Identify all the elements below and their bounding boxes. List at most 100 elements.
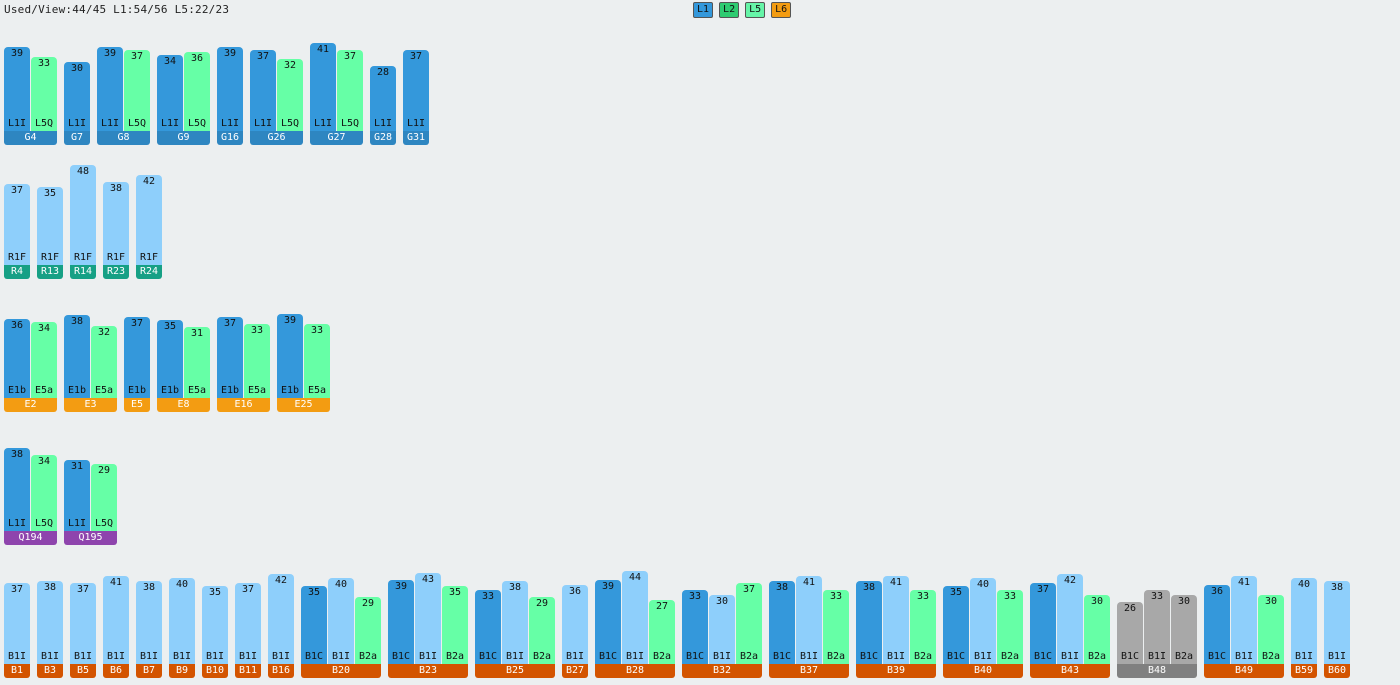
group-g16[interactable]: 39 L1I G16 — [217, 47, 244, 145]
bar-b16-b1i[interactable]: 42 B1I — [268, 574, 294, 664]
bar-e25-e1b[interactable]: 39 E1b — [277, 314, 303, 398]
bar-b25-b1i[interactable]: 38 B1I — [502, 581, 528, 664]
group-b32[interactable]: 33 B1C 30 B1I 37 B2a B32 — [682, 583, 763, 678]
bar-b48-b1c[interactable]: 26 B1C — [1117, 602, 1143, 664]
bar-b39-b1c[interactable]: 38 B1C — [856, 581, 882, 664]
bar-b20-b1i[interactable]: 40 B1I — [328, 578, 354, 664]
bar-b49-b1i[interactable]: 41 B1I — [1231, 576, 1257, 664]
bar-b32-b1c[interactable]: 33 B1C — [682, 590, 708, 664]
group-r24[interactable]: 42 R1F R24 — [136, 175, 163, 279]
bar-b49-b1c[interactable]: 36 B1C — [1204, 585, 1230, 664]
group-b43[interactable]: 37 B1C 42 B1I 30 B2a B43 — [1030, 574, 1111, 678]
group-b11[interactable]: 37 B1I B11 — [235, 583, 262, 678]
bar-g7-l1i[interactable]: 30 L1I — [64, 62, 90, 131]
bar-g8-l1i[interactable]: 39 L1I — [97, 47, 123, 131]
bar-b23-b1i[interactable]: 43 B1I — [415, 573, 441, 664]
bar-r4-r1f[interactable]: 37 R1F — [4, 184, 30, 265]
bar-b6-b1i[interactable]: 41 B1I — [103, 576, 129, 664]
bar-q194-l5q[interactable]: 34 L5Q — [31, 455, 57, 531]
bar-b37-b2a[interactable]: 33 B2a — [823, 590, 849, 664]
bar-r24-r1f[interactable]: 42 R1F — [136, 175, 162, 265]
group-g8[interactable]: 39 L1I 37 L5Q G8 — [97, 47, 151, 145]
bar-b43-b1c[interactable]: 37 B1C — [1030, 583, 1056, 664]
bar-b1-b1i[interactable]: 37 B1I — [4, 583, 30, 664]
group-g9[interactable]: 34 L1I 36 L5Q G9 — [157, 52, 211, 145]
bar-b40-b2a[interactable]: 33 B2a — [997, 590, 1023, 664]
bar-b49-b2a[interactable]: 30 B2a — [1258, 595, 1284, 664]
group-r23[interactable]: 38 R1F R23 — [103, 182, 130, 279]
bar-g31-l1i[interactable]: 37 L1I — [403, 50, 429, 131]
bar-r14-r1f[interactable]: 48 R1F — [70, 165, 96, 265]
bar-g16-l1i[interactable]: 39 L1I — [217, 47, 243, 131]
bar-e3-e5a[interactable]: 32 E5a — [91, 326, 117, 398]
group-b5[interactable]: 37 B1I B5 — [70, 583, 97, 678]
group-e2[interactable]: 36 E1b 34 E5a E2 — [4, 319, 58, 412]
bar-g27-l5q[interactable]: 37 L5Q — [337, 50, 363, 131]
bar-b23-b2a[interactable]: 35 B2a — [442, 586, 468, 664]
bar-g4-l5q[interactable]: 33 L5Q — [31, 57, 57, 131]
group-b16[interactable]: 42 B1I B16 — [268, 574, 295, 678]
bar-b25-b2a[interactable]: 29 B2a — [529, 597, 555, 664]
group-g26[interactable]: 37 L1I 32 L5Q G26 — [250, 50, 304, 145]
group-b39[interactable]: 38 B1C 41 B1I 33 B2a B39 — [856, 576, 937, 678]
group-g31[interactable]: 37 L1I G31 — [403, 50, 430, 145]
bar-e16-e1b[interactable]: 37 E1b — [217, 317, 243, 398]
bar-r23-r1f[interactable]: 38 R1F — [103, 182, 129, 265]
bar-e8-e1b[interactable]: 35 E1b — [157, 320, 183, 398]
group-b1[interactable]: 37 B1I B1 — [4, 583, 31, 678]
group-e3[interactable]: 38 E1b 32 E5a E3 — [64, 315, 118, 412]
bar-e2-e1b[interactable]: 36 E1b — [4, 319, 30, 398]
bar-g27-l1i[interactable]: 41 L1I — [310, 43, 336, 131]
bar-b11-b1i[interactable]: 37 B1I — [235, 583, 261, 664]
group-b10[interactable]: 35 B1I B10 — [202, 586, 229, 678]
bar-b40-b1c[interactable]: 35 B1C — [943, 586, 969, 664]
bar-b27-b1i[interactable]: 36 B1I — [562, 585, 588, 664]
group-b3[interactable]: 38 B1I B3 — [37, 581, 64, 678]
bar-b48-b1i[interactable]: 33 B1I — [1144, 590, 1170, 664]
bar-b25-b1c[interactable]: 33 B1C — [475, 590, 501, 664]
group-g27[interactable]: 41 L1I 37 L5Q G27 — [310, 43, 364, 145]
bar-b32-b2a[interactable]: 37 B2a — [736, 583, 762, 664]
bar-e2-e5a[interactable]: 34 E5a — [31, 322, 57, 398]
bar-b37-b1c[interactable]: 38 B1C — [769, 581, 795, 664]
bar-b9-b1i[interactable]: 40 B1I — [169, 578, 195, 664]
bar-b3-b1i[interactable]: 38 B1I — [37, 581, 63, 664]
bar-e16-e5a[interactable]: 33 E5a — [244, 324, 270, 398]
bar-b37-b1i[interactable]: 41 B1I — [796, 576, 822, 664]
bar-g26-l1i[interactable]: 37 L1I — [250, 50, 276, 131]
group-b49[interactable]: 36 B1C 41 B1I 30 B2a B49 — [1204, 576, 1285, 678]
bar-b5-b1i[interactable]: 37 B1I — [70, 583, 96, 664]
bar-b39-b2a[interactable]: 33 B2a — [910, 590, 936, 664]
bar-g4-l1i[interactable]: 39 L1I — [4, 47, 30, 131]
bar-g9-l1i[interactable]: 34 L1I — [157, 55, 183, 131]
group-r13[interactable]: 35 R1F R13 — [37, 187, 64, 279]
bar-g9-l5q[interactable]: 36 L5Q — [184, 52, 210, 131]
bar-b43-b2a[interactable]: 30 B2a — [1084, 595, 1110, 664]
bar-b43-b1i[interactable]: 42 B1I — [1057, 574, 1083, 664]
group-b7[interactable]: 38 B1I B7 — [136, 581, 163, 678]
bar-b7-b1i[interactable]: 38 B1I — [136, 581, 162, 664]
bar-q195-l5q[interactable]: 29 L5Q — [91, 464, 117, 531]
bar-b39-b1i[interactable]: 41 B1I — [883, 576, 909, 664]
group-b37[interactable]: 38 B1C 41 B1I 33 B2a B37 — [769, 576, 850, 678]
group-b9[interactable]: 40 B1I B9 — [169, 578, 196, 678]
bar-r13-r1f[interactable]: 35 R1F — [37, 187, 63, 265]
group-g28[interactable]: 28 L1I G28 — [370, 66, 397, 145]
bar-g26-l5q[interactable]: 32 L5Q — [277, 59, 303, 131]
bar-q194-l1i[interactable]: 38 L1I — [4, 448, 30, 531]
group-b60[interactable]: 38 B1I B60 — [1324, 581, 1351, 678]
group-b23[interactable]: 39 B1C 43 B1I 35 B2a B23 — [388, 573, 469, 678]
bar-b20-b1c[interactable]: 35 B1C — [301, 586, 327, 664]
group-b28[interactable]: 39 B1C 44 B1I 27 B2a B28 — [595, 571, 676, 678]
group-b40[interactable]: 35 B1C 40 B1I 33 B2a B40 — [943, 578, 1024, 678]
bar-e5-e1b[interactable]: 37 E1b — [124, 317, 150, 398]
group-b20[interactable]: 35 B1C 40 B1I 29 B2a B20 — [301, 578, 382, 678]
bar-b60-b1i[interactable]: 38 B1I — [1324, 581, 1350, 664]
bar-e8-e5a[interactable]: 31 E5a — [184, 327, 210, 398]
bar-q195-l1i[interactable]: 31 L1I — [64, 460, 90, 531]
bar-b28-b1c[interactable]: 39 B1C — [595, 580, 621, 664]
group-b27[interactable]: 36 B1I B27 — [562, 585, 589, 678]
bar-g8-l5q[interactable]: 37 L5Q — [124, 50, 150, 131]
group-r14[interactable]: 48 R1F R14 — [70, 165, 97, 279]
bar-b32-b1i[interactable]: 30 B1I — [709, 595, 735, 664]
